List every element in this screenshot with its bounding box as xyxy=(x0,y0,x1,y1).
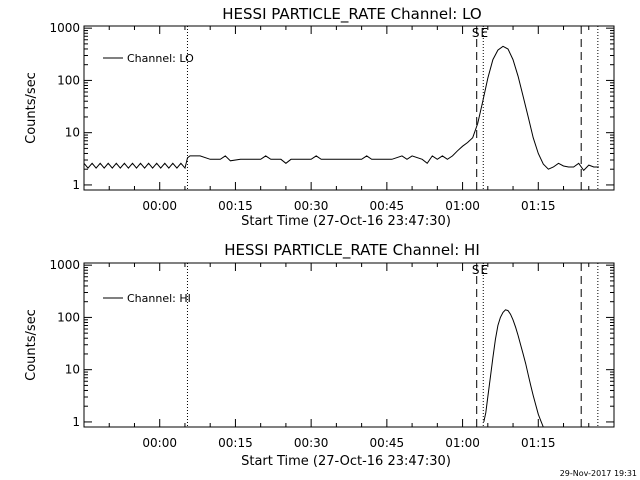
series-line xyxy=(483,309,544,428)
x-axis-label: Start Time (27-Oct-16 23:47:30) xyxy=(241,454,451,469)
marker-label-e: E xyxy=(480,26,488,40)
y-axis-label: Counts/sec xyxy=(24,72,39,144)
plot-marks: 00:00 00:15 00:30 00:45 01:00 01:15 1 10 100 1000… xyxy=(49,21,615,213)
series-line xyxy=(83,45,599,172)
marker-label-e: E xyxy=(480,263,488,277)
y-tick-label: 10 xyxy=(65,126,80,140)
legend-label: Channel: LO xyxy=(127,52,194,65)
timestamp: 29-Nov-2017 19:31 xyxy=(560,469,637,478)
x-tick-label: 00:15 xyxy=(218,436,253,450)
x-tick-label: 01:15 xyxy=(521,436,556,450)
y-tick-label: 10 xyxy=(65,363,80,377)
x-tick-label: 00:00 xyxy=(142,436,177,450)
y-tick-label: 100 xyxy=(57,310,80,324)
y-tick-label: 1000 xyxy=(49,21,80,35)
marker-label-s: S xyxy=(472,26,480,40)
chart-title: HESSI PARTICLE_RATE Channel: LO xyxy=(222,5,481,24)
x-tick-label: 00:45 xyxy=(370,436,405,450)
legend-label: Channel: HI xyxy=(127,292,191,305)
x-tick-label: 00:30 xyxy=(294,436,329,450)
y-tick-label: 1000 xyxy=(49,258,80,272)
x-tick-label: 01:00 xyxy=(445,436,480,450)
x-tick-label: 00:30 xyxy=(294,199,329,213)
marker-label-s: S xyxy=(472,263,480,277)
plot-marks: 00:00 00:15 00:30 00:45 01:00 01:15 1 10 100 1000… xyxy=(49,258,615,450)
plot-frame xyxy=(83,262,615,428)
chart-title: HESSI PARTICLE_RATE Channel: HI xyxy=(224,241,480,260)
x-tick-label: 00:45 xyxy=(370,199,405,213)
y-tick-label: 1 xyxy=(72,415,80,429)
panel-lo: HESSI PARTICLE_RATE Channel: LO 00:00 00:… xyxy=(24,5,615,229)
y-tick-label: 100 xyxy=(57,73,80,87)
x-tick-label: 00:15 xyxy=(218,199,253,213)
y-tick-label: 1 xyxy=(72,178,80,192)
x-tick-label: 00:00 xyxy=(142,199,177,213)
y-axis-label: Counts/sec xyxy=(24,309,39,381)
x-tick-label: 01:00 xyxy=(445,199,480,213)
x-tick-label: 01:15 xyxy=(521,199,556,213)
x-axis-label: Start Time (27-Oct-16 23:47:30) xyxy=(241,214,451,229)
panel-hi: HESSI PARTICLE_RATE Channel: HI 00:00 00:… xyxy=(24,241,615,469)
